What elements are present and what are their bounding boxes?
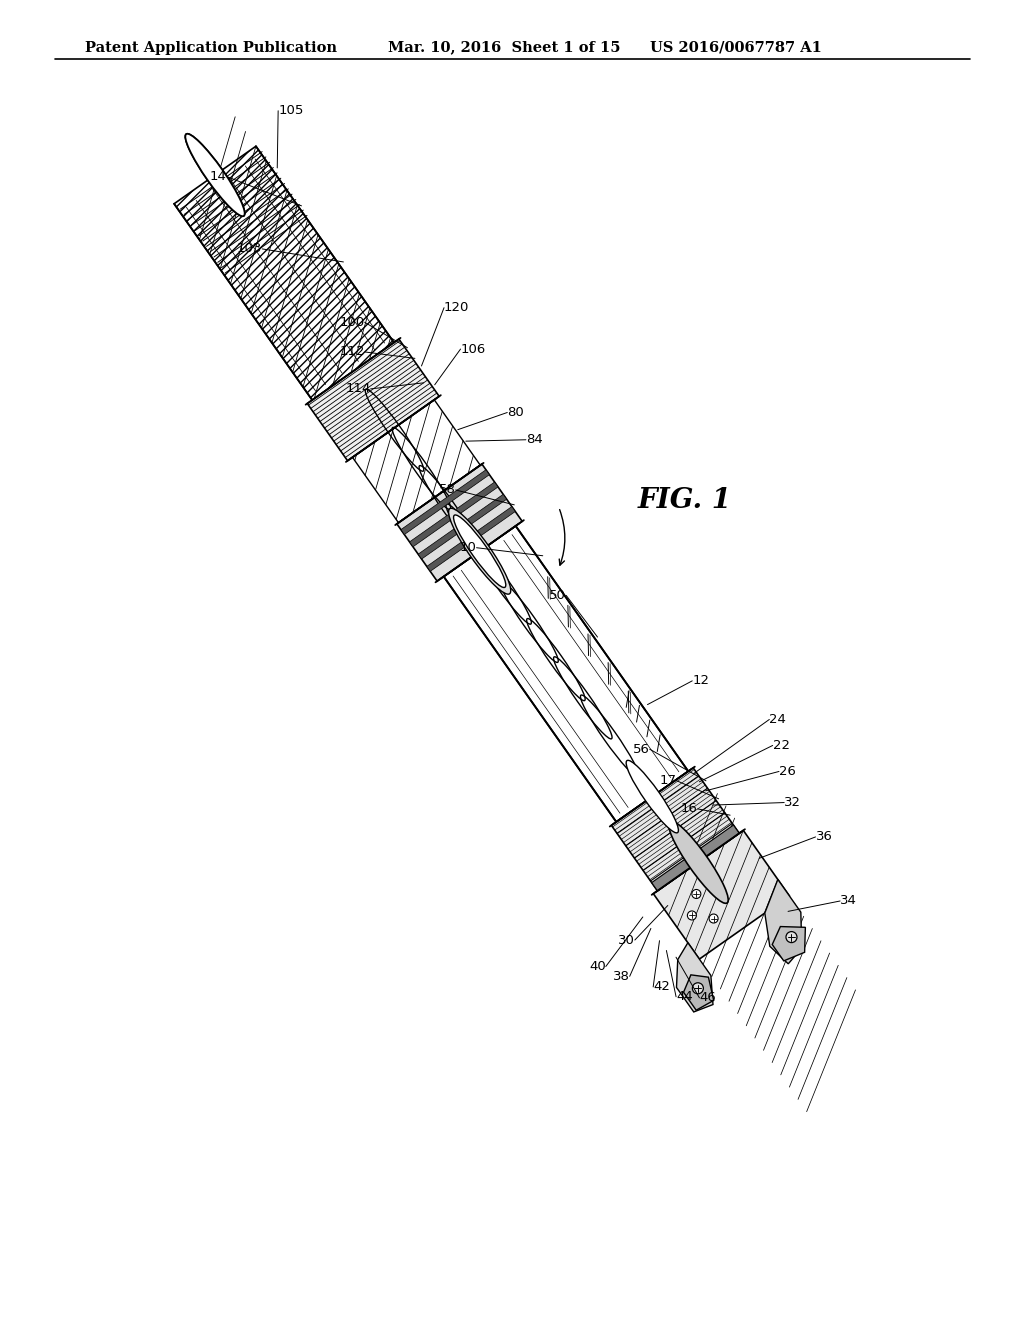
Text: 17: 17 [659,774,676,787]
Polygon shape [410,482,498,546]
Polygon shape [174,147,394,400]
Polygon shape [677,942,713,1012]
Ellipse shape [449,508,511,594]
Text: 100: 100 [339,315,365,329]
Text: 58: 58 [439,483,456,496]
Text: Mar. 10, 2016  Sheet 1 of 15: Mar. 10, 2016 Sheet 1 of 15 [388,41,621,54]
Text: 114: 114 [345,383,371,396]
Polygon shape [400,470,489,535]
Polygon shape [651,825,739,891]
Text: 50: 50 [549,589,566,602]
Text: 112: 112 [340,346,365,359]
Polygon shape [307,339,439,461]
Text: 30: 30 [617,933,635,946]
Text: 16: 16 [681,803,697,816]
Text: 84: 84 [526,433,543,446]
Text: 44: 44 [676,990,693,1003]
Polygon shape [772,927,806,961]
Polygon shape [352,400,480,523]
Polygon shape [653,830,790,960]
Circle shape [786,932,797,942]
Text: 38: 38 [612,970,630,983]
Ellipse shape [454,515,506,587]
Polygon shape [443,525,688,822]
Text: FIG. 1: FIG. 1 [638,487,732,513]
Text: 26: 26 [779,766,796,777]
Polygon shape [684,975,714,1010]
Polygon shape [397,465,522,581]
Text: 80: 80 [507,407,524,418]
Text: 103: 103 [237,243,262,255]
Polygon shape [765,879,802,964]
Text: 120: 120 [444,301,469,314]
Text: 22: 22 [773,739,790,752]
Text: 46: 46 [699,991,716,1005]
Ellipse shape [185,133,245,216]
Circle shape [709,913,718,923]
Circle shape [692,983,703,994]
Text: 34: 34 [840,895,857,907]
Text: 106: 106 [461,343,485,355]
Ellipse shape [185,133,245,216]
Text: 12: 12 [692,675,710,688]
Text: 40: 40 [589,960,606,973]
Text: 10: 10 [460,541,476,554]
Text: 24: 24 [769,713,786,726]
Text: US 2016/0067787 A1: US 2016/0067787 A1 [650,41,822,54]
Circle shape [692,890,700,899]
Text: 56: 56 [633,743,649,755]
Text: 14: 14 [210,170,227,183]
Polygon shape [611,768,739,891]
Text: 32: 32 [784,796,801,809]
Text: Patent Application Publication: Patent Application Publication [85,41,337,54]
Ellipse shape [669,821,728,903]
Polygon shape [418,494,507,560]
Text: 105: 105 [279,104,303,117]
Polygon shape [427,507,515,572]
Ellipse shape [626,760,679,833]
Text: 36: 36 [815,830,833,843]
Circle shape [687,911,696,920]
Text: 42: 42 [653,981,670,994]
